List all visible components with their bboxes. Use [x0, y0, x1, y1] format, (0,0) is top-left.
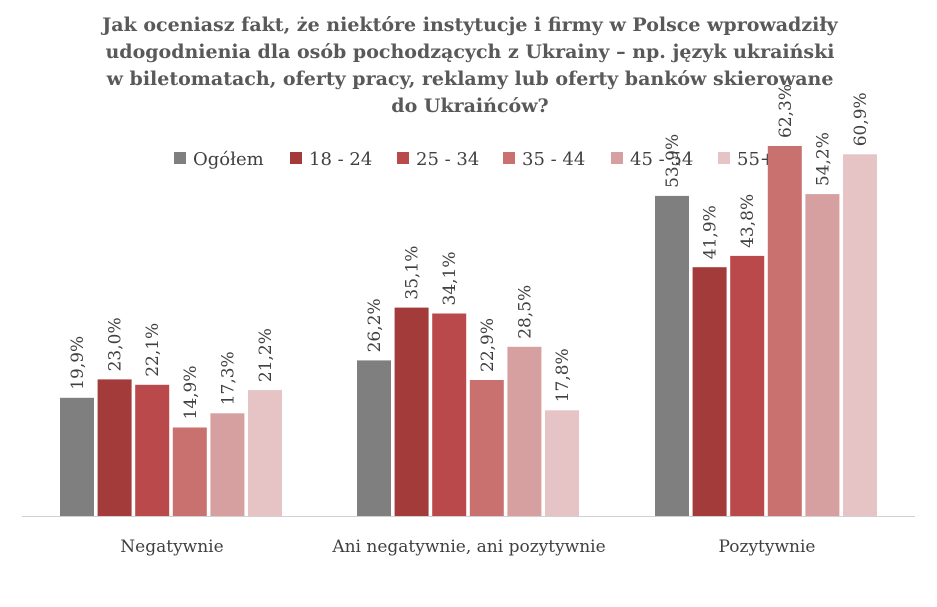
- data-label: 19,9%: [68, 336, 88, 390]
- legend-label: 45 - 54: [630, 149, 693, 170]
- data-label: 28,5%: [515, 285, 535, 339]
- data-label: 41,9%: [701, 205, 721, 259]
- legend-swatch: [503, 152, 515, 164]
- legend-item: 45 - 54: [611, 149, 693, 170]
- bar: [210, 413, 245, 516]
- bar: [545, 410, 579, 516]
- legend-item: 25 - 34: [397, 149, 479, 170]
- bar: [172, 427, 207, 516]
- bar: [248, 390, 282, 516]
- legend-label: 18 - 24: [309, 149, 372, 170]
- data-label: 54,2%: [813, 132, 833, 186]
- bar: [730, 255, 765, 516]
- legend-swatch: [718, 152, 730, 164]
- data-label: 34,1%: [440, 251, 460, 305]
- data-label: 14,9%: [181, 365, 201, 419]
- data-label: 62,3%: [776, 84, 796, 138]
- data-label: 17,3%: [218, 351, 238, 405]
- bar: [394, 307, 429, 516]
- bar: [805, 194, 840, 516]
- data-label: 21,2%: [256, 328, 276, 382]
- chart-title-line: w biletomatach, oferty pracy, reklamy lu…: [106, 68, 834, 90]
- bar: [507, 346, 542, 516]
- legend-item: Ogółem: [174, 149, 264, 170]
- bar: [843, 154, 877, 517]
- bar: [469, 380, 504, 516]
- chart-legend: Ogółem 18 - 24 25 - 34 35 - 44 45 - 54 55+: [174, 149, 775, 170]
- chart-title: Jak oceniasz fakt, że niektóre instytucj…: [100, 14, 838, 117]
- data-label: 17,8%: [553, 348, 573, 402]
- chart-title-line: do Ukraińców?: [391, 95, 548, 117]
- legend-item: 18 - 24: [290, 149, 372, 170]
- legend-label: 25 - 34: [416, 149, 479, 170]
- legend-label: 55+: [737, 149, 775, 170]
- bar: [432, 313, 467, 516]
- data-label: 23,0%: [106, 317, 126, 371]
- category-label: Negatywnie: [120, 537, 223, 557]
- category-label: Pozytywnie: [719, 537, 816, 557]
- bar: [692, 267, 727, 516]
- legend-item: 55+: [718, 149, 775, 170]
- data-label: 35,1%: [403, 246, 423, 300]
- category-label: Ani negatywnie, ani pozytywnie: [331, 537, 605, 557]
- data-label: 53,9%: [663, 134, 683, 188]
- bar: [60, 397, 94, 516]
- data-label: 22,1%: [143, 323, 163, 377]
- chart-title-line: Jak oceniasz fakt, że niektóre instytucj…: [100, 14, 838, 36]
- plot-area: 19,9% 23,0% 22,1% 14,9% 17,3% 21,2% 26,2% 35,1%…: [60, 84, 877, 517]
- legend-label: Ogółem: [193, 149, 264, 170]
- category-axis: Negatywnie Ani negatywnie, ani pozytywnie…: [120, 537, 815, 557]
- data-label: 26,2%: [365, 298, 385, 352]
- legend-label: 35 - 44: [522, 149, 585, 170]
- bar: [655, 195, 689, 516]
- data-label: 22,9%: [478, 318, 498, 372]
- legend-swatch: [397, 152, 409, 164]
- bar: [135, 384, 170, 516]
- legend-swatch: [290, 152, 302, 164]
- legend-swatch: [611, 152, 623, 164]
- data-label: 43,8%: [738, 194, 758, 248]
- legend-item: 35 - 44: [503, 149, 585, 170]
- legend-swatch: [174, 152, 186, 164]
- bar: [357, 360, 391, 516]
- chart-title-line: udogodnienia dla osób pochodzących z Ukr…: [105, 41, 834, 63]
- data-label: 60,9%: [851, 92, 871, 146]
- bar: [97, 379, 132, 516]
- bar: [767, 146, 802, 516]
